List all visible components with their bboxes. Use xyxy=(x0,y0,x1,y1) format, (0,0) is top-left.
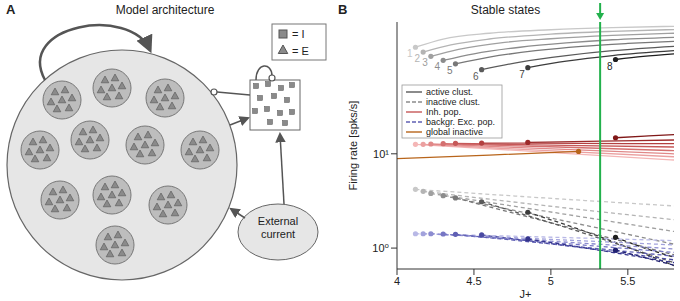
svg-text:B: B xyxy=(338,2,347,17)
svg-text:5: 5 xyxy=(447,65,453,76)
svg-text:8: 8 xyxy=(607,61,613,72)
svg-text:10⁰: 10⁰ xyxy=(372,242,389,254)
svg-text:Stable states: Stable states xyxy=(471,3,540,17)
svg-text:= E: = E xyxy=(292,45,309,57)
svg-text:4: 4 xyxy=(435,61,441,72)
svg-text:5.5: 5.5 xyxy=(620,275,635,287)
svg-text:Model architecture: Model architecture xyxy=(116,3,215,17)
svg-text:5: 5 xyxy=(548,275,554,287)
svg-text:A: A xyxy=(6,2,16,17)
svg-text:2: 2 xyxy=(415,53,421,64)
svg-text:4.5: 4.5 xyxy=(466,275,481,287)
svg-text:1: 1 xyxy=(407,48,413,59)
svg-text:current: current xyxy=(261,228,295,240)
svg-text:= I: = I xyxy=(292,28,305,40)
svg-text:backgr. Exc. pop.: backgr. Exc. pop. xyxy=(426,117,495,127)
svg-text:External: External xyxy=(258,215,298,227)
svg-text:3: 3 xyxy=(422,57,428,68)
svg-text:J+: J+ xyxy=(520,288,532,300)
svg-text:4: 4 xyxy=(394,275,400,287)
svg-text:active clust.: active clust. xyxy=(426,87,473,97)
svg-text:7: 7 xyxy=(519,69,525,80)
svg-text:6: 6 xyxy=(473,71,479,82)
svg-text:global inactive: global inactive xyxy=(426,127,483,137)
svg-text:Firing rate [spks/s]: Firing rate [spks/s] xyxy=(347,101,359,191)
svg-text:10¹: 10¹ xyxy=(373,148,389,160)
svg-text:inactive clust.: inactive clust. xyxy=(426,97,480,107)
svg-text:Inh. pop.: Inh. pop. xyxy=(426,107,461,117)
